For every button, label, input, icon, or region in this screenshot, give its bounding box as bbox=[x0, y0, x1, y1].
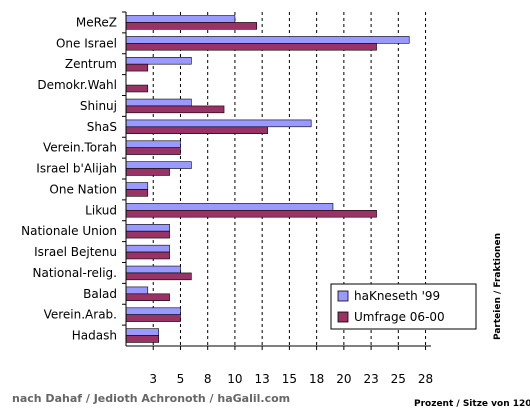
bar-2 bbox=[125, 105, 225, 114]
bar-2 bbox=[125, 293, 170, 302]
bar-1 bbox=[125, 161, 192, 169]
category-label: Verein.Arab. bbox=[44, 308, 117, 322]
x-tick-label: 18 bbox=[309, 372, 324, 386]
category-label: ShaS bbox=[87, 120, 117, 134]
category-label: One Israel bbox=[56, 36, 117, 50]
bar-1 bbox=[125, 286, 149, 295]
legend-box bbox=[330, 283, 477, 330]
category-label: Balad bbox=[83, 287, 117, 301]
category-label: Nationale Union bbox=[21, 224, 117, 238]
category-labels: MeReZ One Israel Zentrum Demokr.Wahl Shinuj S… bbox=[21, 11, 126, 343]
y-axis-label: Parteien / Fraktionen bbox=[493, 233, 503, 340]
x-tick-label: 15 bbox=[282, 372, 297, 386]
bar-2 bbox=[125, 147, 181, 155]
bar-1 bbox=[125, 182, 149, 190]
bar-2 bbox=[125, 63, 149, 72]
source-credit: nach Dahaf / Jedioth Achronoth / haGalil… bbox=[12, 392, 290, 405]
bar-1 bbox=[125, 328, 159, 336]
category-label: Hadash bbox=[72, 329, 117, 343]
x-axis-label: Prozent / Sitze von 120 bbox=[414, 399, 530, 409]
bar-1 bbox=[125, 203, 334, 211]
x-tick-label: 5 bbox=[177, 372, 185, 386]
x-tick-labels: 3 5 8 10 13 15 18 20 23 25 28 bbox=[149, 346, 433, 386]
legend-swatch-series-1 bbox=[337, 290, 349, 302]
category-label: One Nation bbox=[49, 182, 117, 196]
category-label: Demokr.Wahl bbox=[37, 78, 117, 92]
bar-2 bbox=[125, 84, 149, 93]
bar-2 bbox=[125, 168, 170, 176]
bar-2 bbox=[125, 251, 170, 260]
bar-2 bbox=[125, 126, 268, 135]
category-label: National-relig. bbox=[33, 266, 118, 280]
x-tick-label: 28 bbox=[418, 372, 433, 386]
bar-1 bbox=[125, 265, 181, 274]
bar-1 bbox=[125, 36, 410, 44]
bar-1 bbox=[125, 15, 236, 23]
bar-1 bbox=[125, 119, 312, 128]
bar-2 bbox=[125, 272, 192, 281]
legend: haKneseth '99 Umfrage 06-00 bbox=[330, 283, 477, 330]
bar-2 bbox=[125, 314, 181, 322]
x-tick-label: 10 bbox=[227, 372, 242, 386]
bar-1 bbox=[125, 307, 181, 315]
bar-1 bbox=[125, 56, 192, 65]
bar-2 bbox=[125, 230, 170, 239]
category-label: Zentrum bbox=[65, 57, 117, 71]
x-tick-label: 25 bbox=[391, 372, 406, 386]
x-tick-label: 13 bbox=[255, 372, 270, 386]
category-label: Verein.Torah bbox=[43, 141, 117, 155]
bar-1 bbox=[125, 140, 181, 148]
bar-1 bbox=[125, 244, 170, 253]
legend-label-series-2: Umfrage 06-00 bbox=[354, 310, 445, 324]
bar-2 bbox=[125, 22, 258, 30]
legend-swatch-series-2 bbox=[337, 311, 349, 323]
category-label: MeReZ bbox=[76, 15, 117, 29]
bar-2 bbox=[125, 335, 159, 343]
bar-2 bbox=[125, 189, 149, 197]
x-tick-label: 3 bbox=[149, 372, 157, 386]
category-label: Israel b'Alijah bbox=[36, 162, 117, 176]
x-tick-label: 20 bbox=[336, 372, 351, 386]
bar-2 bbox=[125, 43, 377, 51]
category-label: Likud bbox=[85, 203, 117, 217]
x-tick-label: 8 bbox=[204, 372, 212, 386]
x-tick-label: 23 bbox=[363, 372, 378, 386]
bar-1 bbox=[125, 223, 170, 232]
bar-2 bbox=[125, 210, 377, 218]
category-label: Israel Bejtenu bbox=[34, 245, 117, 259]
bar-1 bbox=[125, 98, 192, 107]
legend-label-series-1: haKneseth '99 bbox=[354, 289, 440, 303]
category-label: Shinuj bbox=[80, 99, 117, 113]
